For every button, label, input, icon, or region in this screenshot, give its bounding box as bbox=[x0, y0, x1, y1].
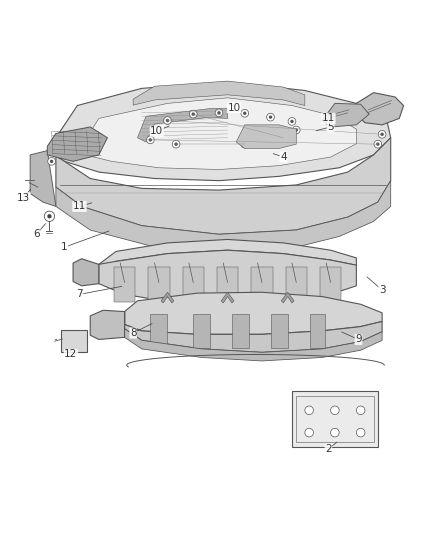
Circle shape bbox=[241, 109, 249, 117]
Circle shape bbox=[164, 117, 171, 124]
Text: 12: 12 bbox=[64, 350, 78, 359]
Polygon shape bbox=[124, 312, 382, 352]
Circle shape bbox=[357, 429, 365, 437]
Polygon shape bbox=[81, 98, 357, 169]
Text: 11: 11 bbox=[73, 201, 86, 212]
Polygon shape bbox=[236, 125, 296, 149]
Text: 11: 11 bbox=[322, 114, 335, 124]
Circle shape bbox=[241, 140, 249, 148]
FancyBboxPatch shape bbox=[61, 330, 87, 352]
Polygon shape bbox=[56, 181, 391, 254]
Circle shape bbox=[146, 136, 154, 144]
Circle shape bbox=[47, 214, 52, 219]
Polygon shape bbox=[161, 292, 174, 303]
Circle shape bbox=[191, 112, 195, 116]
Polygon shape bbox=[99, 250, 357, 306]
Polygon shape bbox=[47, 82, 391, 181]
Polygon shape bbox=[322, 103, 369, 127]
Polygon shape bbox=[251, 266, 272, 302]
Circle shape bbox=[290, 120, 294, 123]
Polygon shape bbox=[232, 314, 249, 348]
Circle shape bbox=[217, 111, 221, 115]
Polygon shape bbox=[99, 239, 357, 273]
Polygon shape bbox=[124, 292, 382, 334]
Polygon shape bbox=[320, 266, 341, 302]
Polygon shape bbox=[30, 151, 56, 206]
Circle shape bbox=[50, 159, 53, 163]
Polygon shape bbox=[124, 329, 382, 361]
Text: 8: 8 bbox=[130, 328, 137, 338]
Circle shape bbox=[267, 113, 274, 121]
Circle shape bbox=[44, 211, 55, 221]
Polygon shape bbox=[193, 314, 210, 348]
Circle shape bbox=[376, 142, 380, 146]
Text: 13: 13 bbox=[17, 193, 30, 203]
Circle shape bbox=[172, 140, 180, 148]
Text: 7: 7 bbox=[76, 289, 83, 300]
Circle shape bbox=[148, 138, 152, 142]
Text: 1: 1 bbox=[61, 242, 68, 252]
Polygon shape bbox=[90, 310, 124, 340]
Circle shape bbox=[305, 429, 314, 437]
Polygon shape bbox=[138, 109, 228, 142]
Circle shape bbox=[331, 429, 339, 437]
Polygon shape bbox=[133, 81, 305, 106]
Polygon shape bbox=[281, 292, 294, 303]
Text: 4: 4 bbox=[280, 152, 287, 162]
FancyBboxPatch shape bbox=[292, 391, 378, 447]
Circle shape bbox=[293, 126, 300, 134]
Polygon shape bbox=[150, 314, 167, 348]
Polygon shape bbox=[183, 266, 204, 302]
Polygon shape bbox=[357, 93, 403, 125]
Polygon shape bbox=[73, 259, 99, 286]
Polygon shape bbox=[271, 314, 288, 348]
Text: 5: 5 bbox=[327, 122, 334, 132]
Circle shape bbox=[378, 131, 386, 138]
Circle shape bbox=[189, 110, 197, 118]
Circle shape bbox=[288, 118, 296, 125]
Circle shape bbox=[305, 406, 314, 415]
Polygon shape bbox=[286, 266, 307, 302]
Polygon shape bbox=[221, 292, 234, 303]
Circle shape bbox=[166, 119, 169, 122]
Circle shape bbox=[243, 142, 247, 146]
Text: 10: 10 bbox=[227, 103, 240, 112]
Circle shape bbox=[294, 128, 298, 132]
Circle shape bbox=[331, 406, 339, 415]
Circle shape bbox=[380, 133, 384, 136]
Polygon shape bbox=[47, 127, 107, 161]
Circle shape bbox=[282, 136, 285, 140]
Circle shape bbox=[174, 142, 178, 146]
Polygon shape bbox=[114, 266, 135, 302]
Polygon shape bbox=[148, 266, 170, 302]
Text: 6: 6 bbox=[33, 229, 40, 239]
Text: 3: 3 bbox=[379, 285, 385, 295]
Polygon shape bbox=[47, 138, 391, 235]
Circle shape bbox=[215, 109, 223, 117]
Circle shape bbox=[279, 134, 287, 142]
Polygon shape bbox=[310, 314, 325, 348]
Circle shape bbox=[48, 157, 56, 165]
Text: 10: 10 bbox=[150, 126, 163, 136]
Circle shape bbox=[269, 116, 272, 119]
Polygon shape bbox=[217, 266, 238, 302]
Circle shape bbox=[357, 406, 365, 415]
Circle shape bbox=[243, 111, 247, 115]
Text: 9: 9 bbox=[355, 335, 362, 344]
Circle shape bbox=[374, 140, 381, 148]
Text: 2: 2 bbox=[325, 444, 332, 454]
